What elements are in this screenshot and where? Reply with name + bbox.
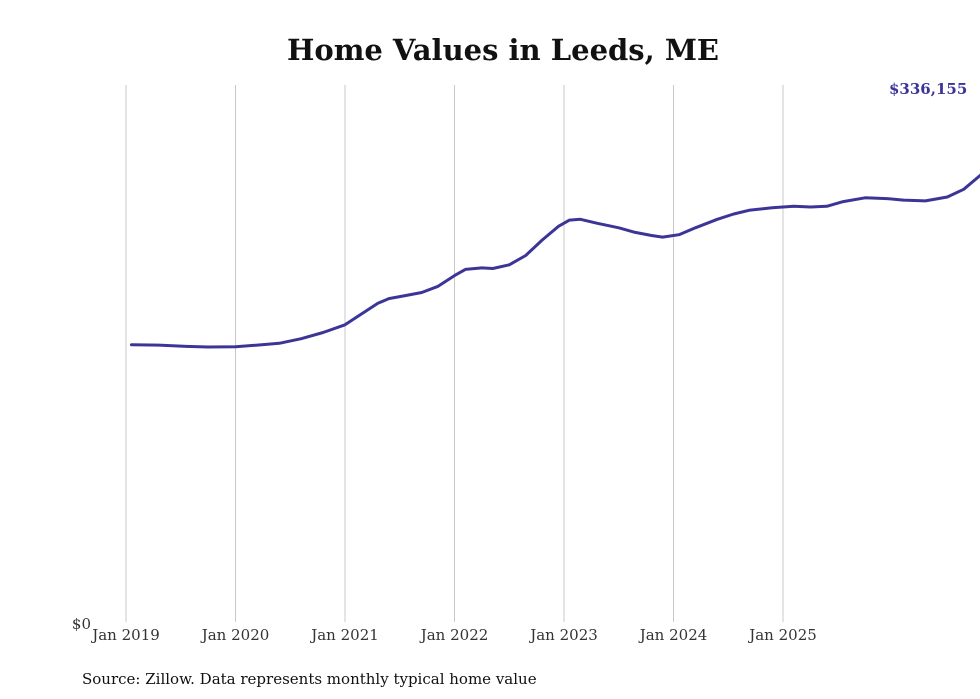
x-tick-label: Jan 2024 xyxy=(638,626,708,644)
x-axis-tick-labels: Jan 2019 Jan 2020 Jan 2021 Jan 2022 Jan 2023… xyxy=(90,626,817,644)
gridlines xyxy=(125,85,784,622)
y-tick-label-zero: $0 xyxy=(72,615,91,633)
x-tick-label: Jan 2020 xyxy=(200,626,270,644)
x-tick-label: Jan 2019 xyxy=(90,626,160,644)
series-line-home-value xyxy=(130,173,980,349)
x-tick-label: Jan 2023 xyxy=(528,626,598,644)
x-tick-label: Jan 2021 xyxy=(309,626,379,644)
source-note: Source: Zillow. Data represents monthly … xyxy=(82,670,537,688)
x-tick-label: Jan 2022 xyxy=(419,626,489,644)
chart-title: Home Values in Leeds, ME xyxy=(287,33,719,67)
x-tick-label: Jan 2025 xyxy=(747,626,817,644)
last-value-label: $336,155 xyxy=(889,80,967,98)
